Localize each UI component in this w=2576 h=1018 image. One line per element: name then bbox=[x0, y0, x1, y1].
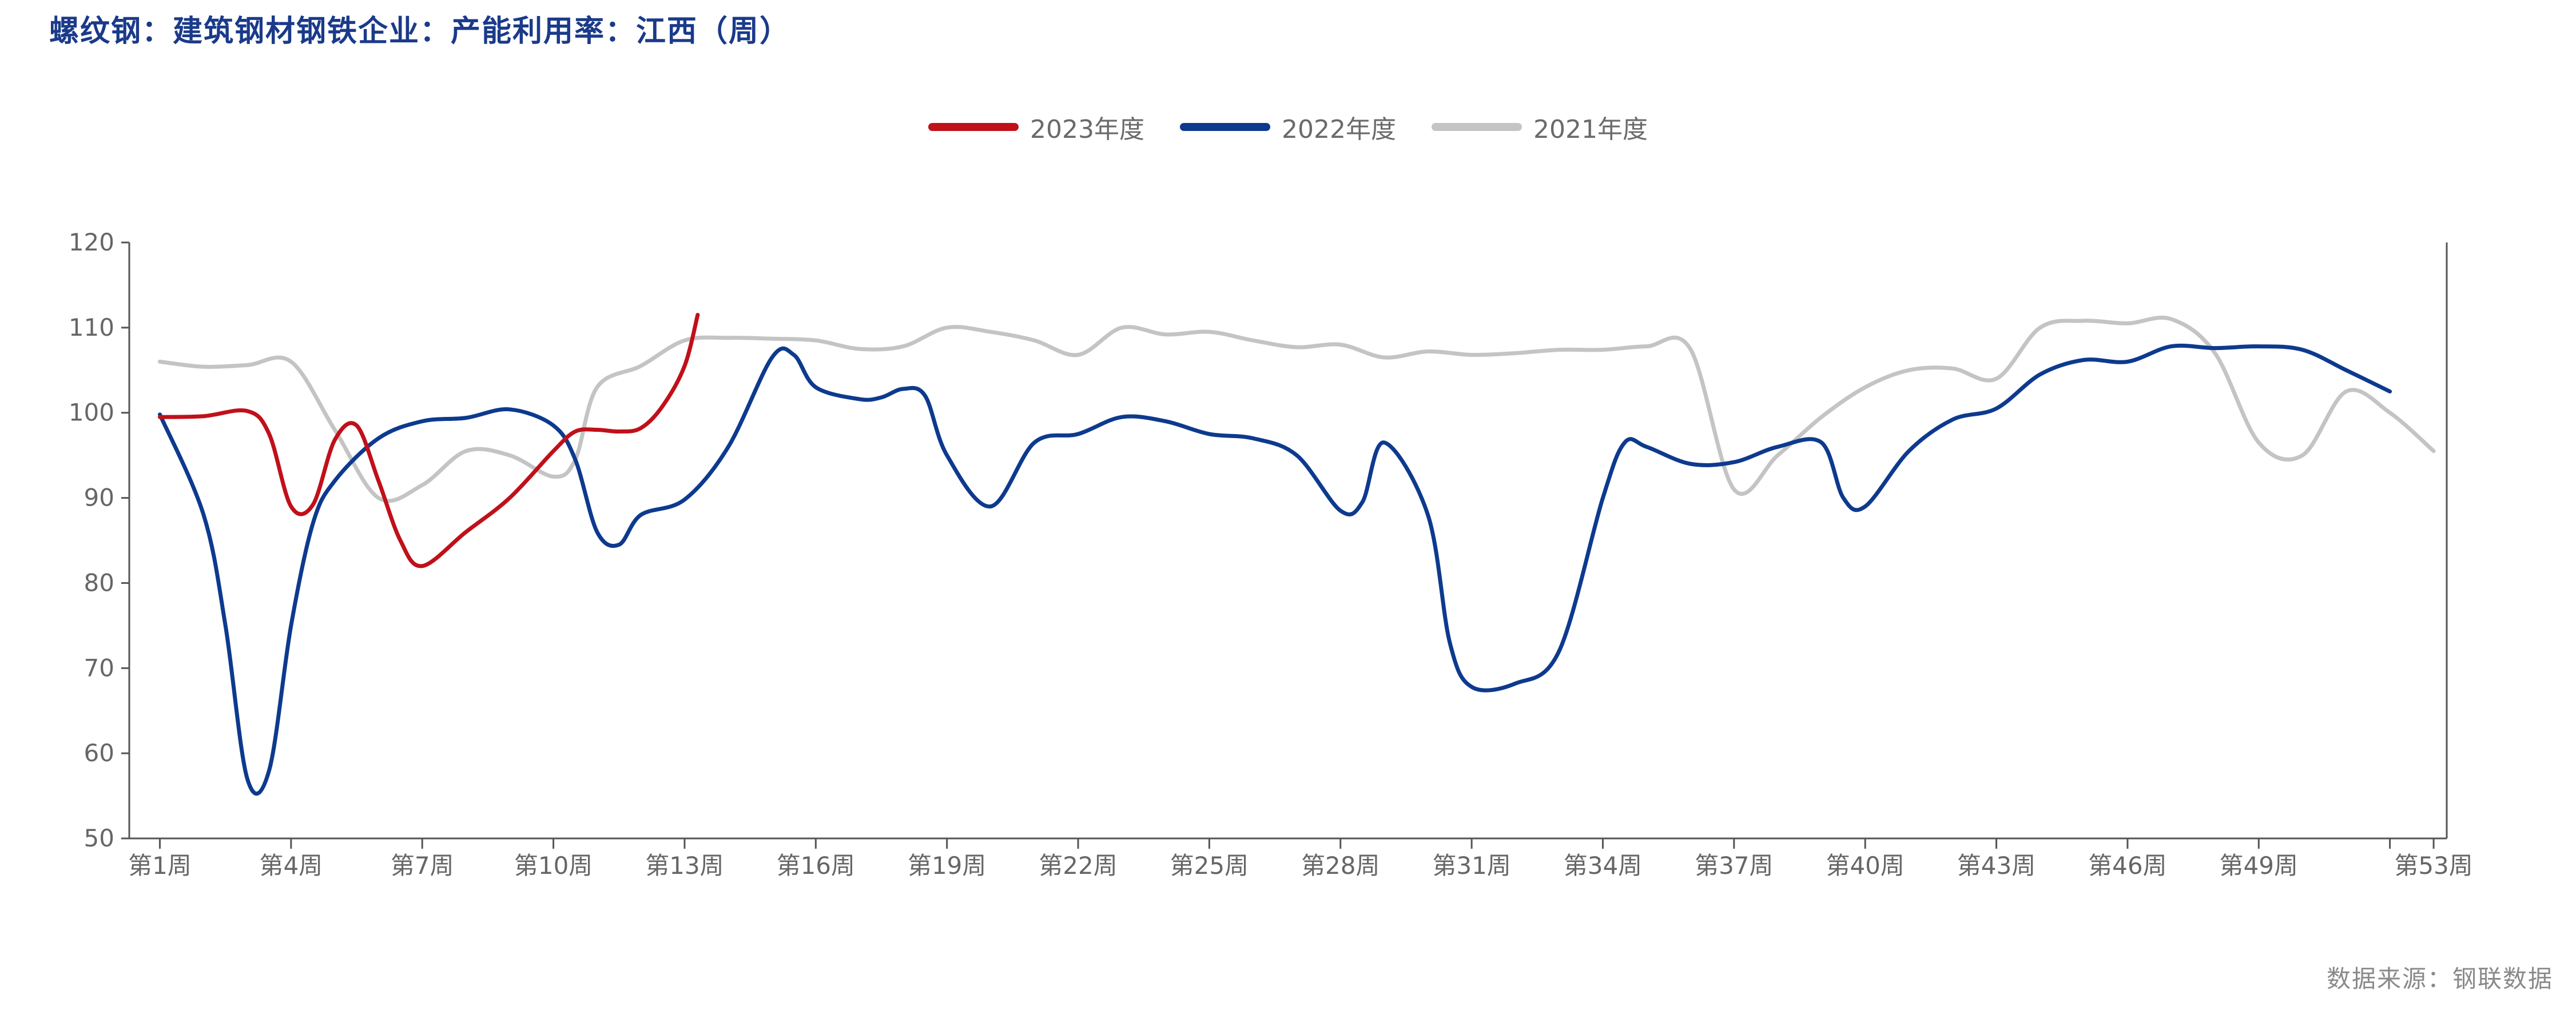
legend-swatch-2021 bbox=[1431, 123, 1522, 131]
legend-item-2021[interactable]: 2021年度 bbox=[1431, 109, 1648, 145]
chart-title: 螺纹钢：建筑钢材钢铁企业：产能利用率：江西（周） bbox=[49, 14, 791, 49]
x-tick-label: 第1周 bbox=[128, 852, 192, 880]
x-tick-label: 第40周 bbox=[1826, 852, 1904, 880]
series-line-2021 bbox=[158, 315, 2436, 503]
x-tick-label: 第16周 bbox=[777, 852, 855, 880]
legend-swatch-2023 bbox=[928, 123, 1019, 131]
x-tick-label: 第13周 bbox=[645, 852, 723, 880]
x-tick-label: 第10周 bbox=[514, 852, 593, 880]
y-tick-label: 50 bbox=[84, 824, 114, 852]
y-tick-label: 120 bbox=[69, 228, 114, 256]
legend-label-2022: 2022年度 bbox=[1282, 115, 1396, 144]
series-line-2022 bbox=[158, 343, 2392, 796]
x-tick-label: 第4周 bbox=[260, 852, 323, 880]
legend-swatch-2022 bbox=[1180, 123, 1270, 131]
y-tick-label: 100 bbox=[69, 399, 114, 427]
source-note: 数据来源：钢联数据 bbox=[2326, 965, 2553, 993]
x-tick-label: 第22周 bbox=[1039, 852, 1117, 880]
y-tick-label: 110 bbox=[69, 313, 114, 341]
series-line-2023 bbox=[158, 313, 700, 568]
y-tick-label: 80 bbox=[84, 568, 114, 597]
legend-label-2023: 2023年度 bbox=[1030, 115, 1144, 144]
x-tick-label: 第34周 bbox=[1564, 852, 1642, 880]
x-tick-label: 第7周 bbox=[391, 852, 454, 880]
legend-item-2023[interactable]: 2023年度 bbox=[928, 109, 1144, 145]
y-tick-label: 90 bbox=[84, 484, 114, 512]
chart-legend: 2023年度 2022年度 2021年度 bbox=[0, 109, 2576, 145]
x-tick-label: 第19周 bbox=[908, 852, 986, 880]
legend-item-2022[interactable]: 2022年度 bbox=[1180, 109, 1396, 145]
series-layer bbox=[158, 313, 2436, 796]
x-tick-label: 第53周 bbox=[2394, 852, 2472, 880]
x-tick-label: 第25周 bbox=[1170, 852, 1249, 880]
y-tick-label: 70 bbox=[84, 654, 114, 682]
x-tick-label: 第28周 bbox=[1301, 852, 1380, 880]
x-tick-label: 第43周 bbox=[1957, 852, 2036, 880]
x-tick-label: 第37周 bbox=[1695, 852, 1773, 880]
x-tick-label: 第49周 bbox=[2220, 852, 2298, 880]
x-tick-label: 第31周 bbox=[1432, 852, 1510, 880]
chart-axes: 50 60 70 80 90 100 110 120 第1周 第4周 第7周 第10周 第13周 第16周… bbox=[69, 228, 2473, 880]
legend-label-2021: 2021年度 bbox=[1533, 115, 1648, 144]
x-tick-label: 第46周 bbox=[2088, 852, 2166, 880]
y-tick-label: 60 bbox=[84, 739, 114, 767]
